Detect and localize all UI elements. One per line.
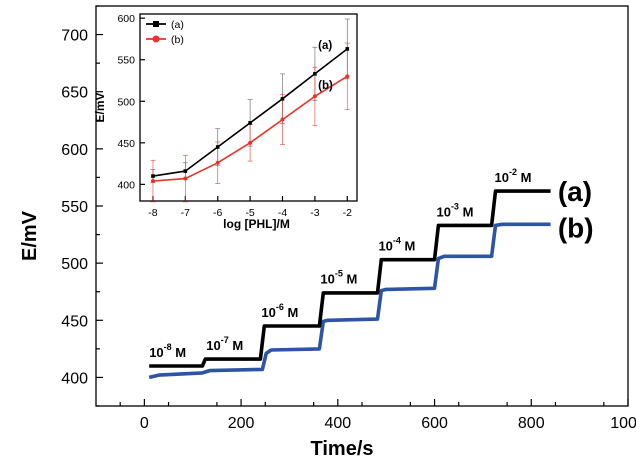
- concentration-label: 10-7 M: [206, 335, 243, 353]
- inset-point-b: [312, 94, 317, 99]
- concentration-label: 10-2 M: [495, 167, 532, 185]
- x-axis-title: Time/s: [311, 438, 374, 460]
- series-line-a: [149, 189, 551, 368]
- y-tick-label: 400: [61, 370, 88, 387]
- inset-y-axis-title: E/mV: [93, 92, 107, 122]
- inset-x-tick-label: -3: [310, 207, 319, 219]
- inset-x-axis-title: log [PHL]/M: [223, 217, 290, 231]
- y-tick-label: 700: [61, 28, 88, 45]
- inset-y-tick-label: 550: [117, 55, 135, 67]
- inset-point-b: [248, 140, 253, 145]
- inset-y-tick-label: 600: [117, 13, 135, 25]
- inset-x-tick-label: -4: [278, 207, 287, 219]
- inset-x-tick-label: -2: [343, 207, 352, 219]
- inset-point-a: [215, 145, 220, 149]
- concentration-label: 10-3 M: [436, 201, 473, 219]
- inset-x-tick-label: -6: [213, 207, 222, 219]
- main-plot: 0 200 400 600 800 1000 400 450 500 550 600 650 700 Ti…: [19, 5, 636, 460]
- inset-point-b: [345, 74, 350, 79]
- legend-label: (a): [171, 19, 184, 31]
- curve-label: (b): [558, 213, 594, 244]
- y-tick-label: 600: [61, 142, 88, 159]
- inset-point-b: [215, 160, 220, 165]
- inset-point-a: [280, 96, 285, 101]
- inset-point-a: [151, 174, 155, 178]
- x-tick-label: 400: [324, 415, 351, 432]
- inset-curve-label: (a): [318, 40, 332, 52]
- inset-plot: -8 -7 -6 -5 -4 -3 -2 400 450 500 550 600 log [PHL]/M…: [93, 13, 358, 231]
- x-tick-label: 600: [421, 415, 448, 432]
- inset-point-a: [248, 121, 252, 125]
- series-line-b: [148, 222, 551, 380]
- inset-y-tick-label: 450: [117, 138, 135, 150]
- inset-curve-label: (b): [318, 80, 333, 92]
- inset-point-b: [183, 176, 188, 181]
- inset-point-b: [150, 179, 155, 184]
- x-tick-label: 0: [140, 415, 149, 432]
- inset-point-b: [280, 117, 285, 122]
- curve-label: (a): [558, 176, 592, 207]
- legend-marker: [153, 21, 159, 27]
- inset-x-tick-label: -5: [245, 207, 254, 219]
- concentration-label: 10-4 M: [378, 236, 415, 254]
- x-tick-label: 800: [518, 415, 545, 432]
- inset-y-tick-label: 500: [117, 96, 135, 108]
- inset-x-tick-label: -7: [181, 207, 190, 219]
- legend-marker: [152, 35, 160, 43]
- y-tick-label: 550: [61, 199, 88, 216]
- y-tick-label: 650: [61, 85, 88, 102]
- y-tick-label: 500: [61, 256, 88, 273]
- inset-point-a: [313, 72, 317, 76]
- inset-point-a: [183, 169, 188, 173]
- concentration-label: 10-5 M: [320, 269, 357, 287]
- concentration-label: 10-6 M: [261, 302, 298, 320]
- y-axis-title: E/mV: [19, 210, 41, 261]
- inset-x-tick-label: -8: [148, 207, 157, 219]
- x-tick-label: 200: [228, 415, 255, 432]
- inset-point-a: [345, 47, 350, 51]
- x-tick-label: 1000: [610, 415, 636, 432]
- y-tick-label: 450: [61, 313, 88, 330]
- legend-label: (b): [171, 34, 184, 46]
- inset-y-tick-label: 400: [117, 179, 135, 191]
- concentration-label: 10-8 M: [149, 342, 186, 360]
- inset-frame: [139, 13, 358, 202]
